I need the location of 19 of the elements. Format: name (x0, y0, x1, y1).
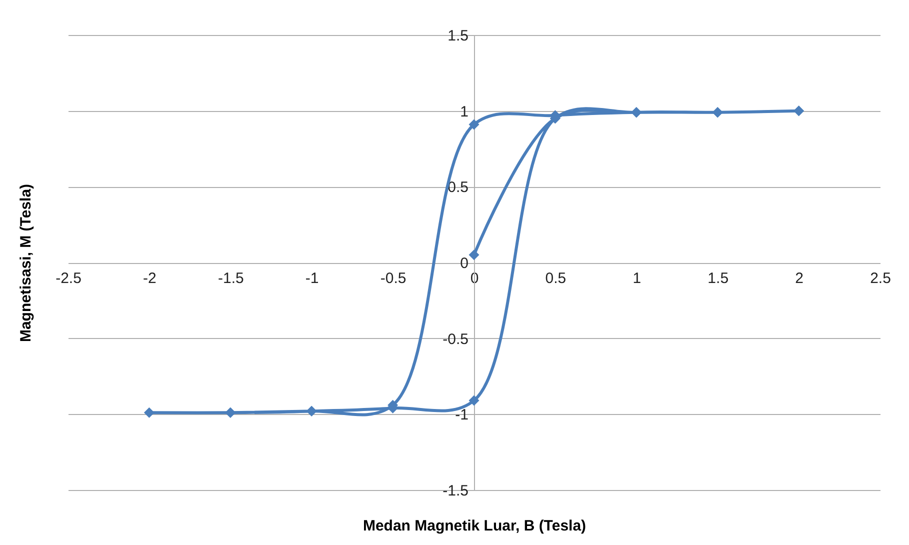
x-tick-label: -2.5 (56, 270, 82, 287)
x-axis-title: Medan Magnetik Luar, B (Tesla) (362, 518, 586, 534)
x-tick-label: 1 (632, 270, 642, 287)
x-tick-label: -1.5 (218, 270, 244, 287)
y-tick-label: -0.5 (442, 330, 468, 348)
y-tick-label: 0.5 (448, 179, 468, 196)
y-tick-label: 1 (460, 103, 468, 120)
y-tick-label: 1.5 (448, 28, 468, 44)
x-tick-label: 0.5 (545, 270, 566, 287)
y-tick-label: 0 (460, 255, 468, 272)
x-tick-label: -1 (305, 270, 319, 287)
x-tick-label: -2 (143, 270, 156, 287)
x-tick-label: 1.5 (708, 270, 729, 287)
x-tick-label: 2 (795, 270, 804, 287)
y-axis-title: Magnetisasi, M (Tesla) (18, 184, 34, 342)
x-tick-label: 2.5 (870, 270, 891, 287)
y-tick-label: -1.5 (442, 482, 468, 500)
x-tick-label: -0.5 (380, 270, 406, 287)
y-tick-label: -1 (455, 406, 468, 424)
